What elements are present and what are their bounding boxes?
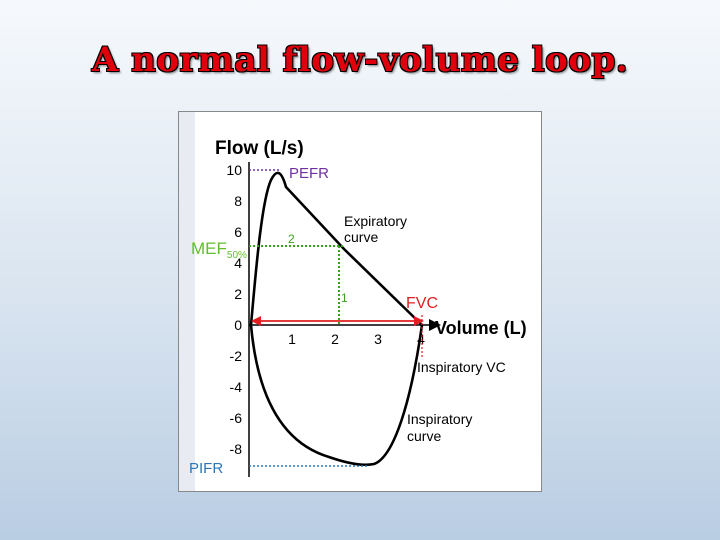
y-tick-label: 8: [234, 193, 242, 209]
mef-label: MEF50%: [191, 239, 247, 261]
expiratory-curve: [249, 171, 423, 326]
marker-1-label: 1: [341, 291, 348, 305]
mef-label-sub: 50%: [227, 250, 247, 261]
fvc-label: FVC: [406, 295, 438, 312]
expiratory-curve-label-1: Expiratory: [344, 213, 407, 229]
slide-title: A normal flow-volume loop.: [91, 40, 629, 80]
fvc-arrow-right-head: [414, 316, 424, 326]
x-tick-label: 3: [374, 331, 382, 347]
inspiratory-vc-label: Inspiratory VC: [417, 359, 506, 375]
expiratory-curve-label-2: curve: [344, 229, 378, 245]
y-tick-labels: 10 8 6 4 2 0 -2 -4 -6 -8: [226, 162, 242, 457]
y-tick-label: 2: [234, 286, 242, 302]
y-axis-label: Flow (L/s): [215, 138, 304, 159]
frame-left-strip: [179, 112, 195, 491]
y-tick-label: 6: [234, 224, 242, 240]
mef-label-main: MEF: [191, 239, 227, 258]
fvc-arrow-left-head: [251, 316, 261, 326]
inspiratory-curve-label-2: curve: [407, 428, 441, 444]
pefr-label: PEFR: [289, 165, 329, 182]
x-tick-label: 1: [288, 331, 296, 347]
y-tick-label: -8: [230, 441, 243, 457]
flow-volume-svg: 10 8 6 4 2 0 -2 -4 -6 -8 1 2 3 4 Flow (L/s) Volume (…: [179, 112, 527, 491]
x-axis-arrow: [429, 319, 441, 331]
y-tick-label: -2: [230, 348, 243, 364]
y-tick-label: 10: [226, 162, 242, 178]
pifr-label: PIFR: [189, 460, 223, 477]
y-tick-label: -6: [230, 410, 243, 426]
y-tick-label: -4: [230, 379, 243, 395]
y-tick-label: 0: [234, 317, 242, 333]
y-tick-label: 4: [234, 255, 242, 271]
inspiratory-curve-label-1: Inspiratory: [407, 411, 472, 427]
inspiratory-curve: [249, 324, 424, 467]
x-tick-label: 2: [331, 331, 339, 347]
marker-2-label: 2: [288, 232, 295, 246]
flow-volume-diagram: 10 8 6 4 2 0 -2 -4 -6 -8 1 2 3 4 Flow (L/s) Volume (…: [178, 111, 542, 492]
x-axis-label: Volume (L): [435, 318, 527, 338]
